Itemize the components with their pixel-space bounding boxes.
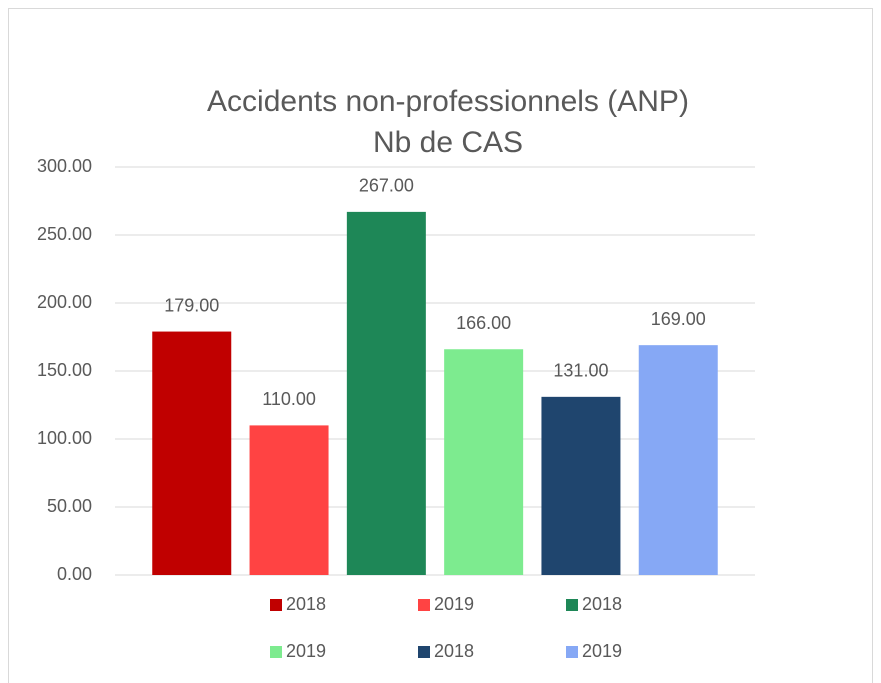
y-tick-label: 150.00 bbox=[37, 360, 92, 380]
bar bbox=[444, 349, 524, 575]
legend-label: 2018 bbox=[286, 594, 326, 614]
legend-swatch bbox=[566, 599, 578, 611]
bar bbox=[541, 396, 621, 575]
y-tick-label: 200.00 bbox=[37, 292, 92, 312]
bar bbox=[152, 331, 232, 575]
y-tick-label: 0.00 bbox=[57, 564, 92, 584]
value-label: 169.00 bbox=[651, 309, 706, 329]
y-tick-label: 50.00 bbox=[47, 496, 92, 516]
legend-swatch bbox=[418, 599, 430, 611]
legend-swatch bbox=[418, 646, 430, 658]
legend-label: 2018 bbox=[582, 594, 622, 614]
value-label: 131.00 bbox=[553, 361, 608, 381]
legend-swatch bbox=[270, 599, 282, 611]
chart-title: Accidents non-professionnels (ANP) bbox=[207, 85, 689, 118]
value-label: 110.00 bbox=[262, 389, 316, 409]
y-tick-label: 300.00 bbox=[37, 156, 92, 176]
value-label: 179.00 bbox=[164, 295, 219, 315]
legend-label: 2018 bbox=[434, 641, 474, 661]
value-label: 166.00 bbox=[456, 313, 511, 333]
bar bbox=[346, 211, 426, 575]
y-tick-label: 250.00 bbox=[37, 224, 92, 244]
legend-label: 2019 bbox=[434, 594, 474, 614]
bar bbox=[638, 345, 718, 575]
value-label: 267.00 bbox=[359, 176, 414, 196]
y-tick-label: 100.00 bbox=[37, 428, 92, 448]
legend-swatch bbox=[270, 646, 282, 658]
bar bbox=[249, 425, 329, 575]
legend-swatch bbox=[566, 646, 578, 658]
chart-subtitle: Nb de CAS bbox=[373, 126, 523, 159]
legend-label: 2019 bbox=[582, 641, 622, 661]
legend-label: 2019 bbox=[286, 641, 326, 661]
